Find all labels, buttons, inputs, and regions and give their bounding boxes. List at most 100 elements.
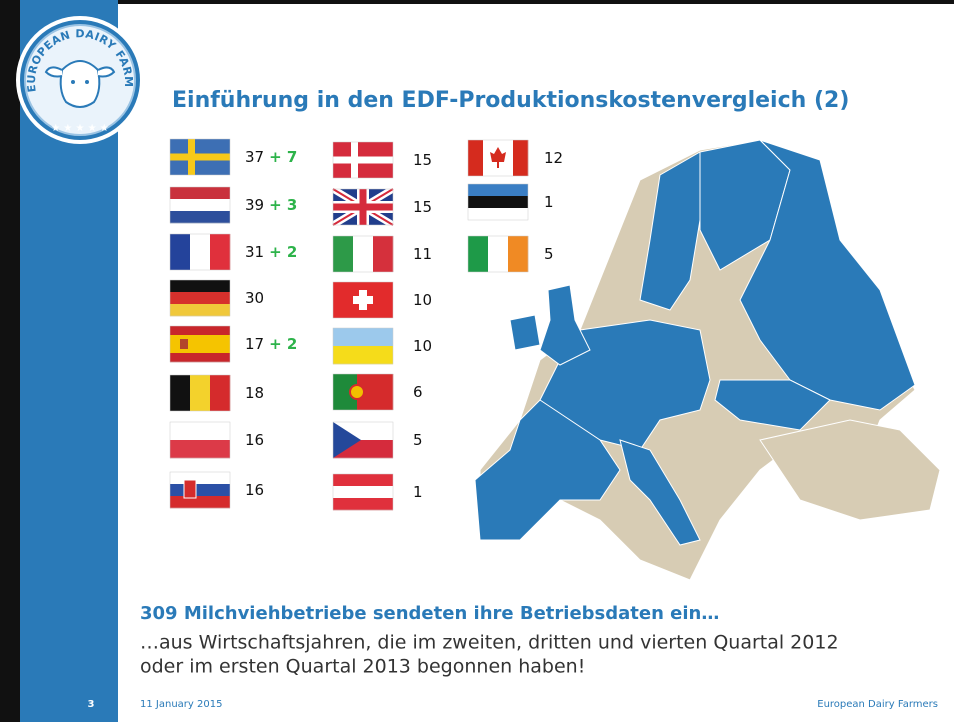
flag-entry: 16 [169,471,264,509]
flag [332,235,394,273]
flag [169,374,231,412]
stripe [170,211,230,224]
flag-outline [332,235,394,273]
flag-outline [169,421,231,459]
count-extra: + 2 [269,335,297,353]
title: Einführung in den EDF-Produktionskostenv… [172,88,849,113]
body-line: …aus Wirtschaftsjahren, die im zweiten, … [140,632,839,654]
flag-outline [332,473,394,511]
flag-outline [169,471,231,509]
flag-entry: 1 [467,183,554,221]
stripe [381,374,394,410]
stripe [170,484,230,497]
stripe [498,140,514,176]
footer-date: 11 January 2015 [140,699,222,710]
farm-count: 5 [413,431,423,449]
count-value: 31 [245,243,264,261]
count-value: 15 [413,151,432,169]
farm-count: 5 [544,245,554,263]
stripe [170,422,230,441]
flag [169,471,231,509]
stripe [468,196,528,209]
heading: 309 Milchviehbetriebe sendeten ihre Betr… [140,603,719,624]
stripe [170,335,230,345]
flag-outline [332,421,394,459]
stripe [468,236,489,272]
flag-outline [332,188,394,226]
farm-count: 30 [245,289,264,307]
flag-outline [332,327,394,365]
count-extra: + 3 [269,196,297,214]
flag [169,421,231,459]
stripe [508,236,529,272]
flag [331,185,395,229]
stripe [190,375,211,411]
farm-count: 17 + 2 [245,335,297,353]
count-value: 37 [245,148,264,166]
triangle [333,422,361,458]
count-value: 5 [413,431,423,449]
stripe [210,234,231,270]
count-value: 30 [245,289,264,307]
flag [332,473,394,511]
page-number: 3 [88,699,95,710]
flag-outline [169,186,231,224]
flag [332,373,394,411]
stripe [170,353,230,363]
flag-entry: 11 [332,235,432,273]
flag [169,279,231,317]
stripe [170,472,230,485]
flag-entry: 39 + 3 [169,186,297,224]
flag [332,281,394,319]
farm-count: 18 [245,384,264,402]
flag [169,186,231,224]
emblem [180,339,188,349]
count-value: 1 [544,193,554,211]
count-value: 11 [413,245,432,263]
farm-count: 1 [544,193,554,211]
stripe [170,199,230,212]
stripe [373,236,394,272]
count-value: 16 [245,431,264,449]
count-extra: + 7 [269,148,297,166]
farm-count: 15 [413,198,432,216]
stripe [170,326,230,336]
emblem [183,479,197,499]
flag-outline [467,183,529,221]
stripe [468,184,528,197]
flag-outline [467,139,529,177]
stripe [488,236,509,272]
count-value: 1 [413,483,423,501]
farm-count: 31 + 2 [245,243,297,261]
flag-outline [169,374,231,412]
stripe [170,304,230,317]
stripe [170,440,230,459]
flag-outline [332,281,394,319]
flag [169,325,231,363]
stripe [170,292,230,305]
flag-entry: 16 [169,421,264,459]
stripe [333,474,393,487]
flag-outline [169,279,231,317]
flag-entry: 31 + 2 [169,233,297,271]
count-value: 5 [544,245,554,263]
farm-count: 6 [413,383,423,401]
stripe [333,374,346,410]
farm-count: 39 + 3 [245,196,297,214]
cross [353,296,373,304]
flag-entry: 15 [332,141,432,179]
count-value: 10 [413,291,432,309]
stripe [333,486,393,499]
stripe [333,328,393,347]
flag [332,421,394,459]
flag-entry: 12 [467,139,563,177]
stripe [190,234,211,270]
flag-entry: 17 + 2 [169,325,297,363]
flag-entry: 30 [169,279,264,317]
flag [467,183,529,221]
europe-map [474,139,941,581]
flag-outline [169,138,231,176]
count-value: 15 [413,198,432,216]
body-line: oder im ersten Quartal 2013 begonnen hab… [140,656,585,678]
